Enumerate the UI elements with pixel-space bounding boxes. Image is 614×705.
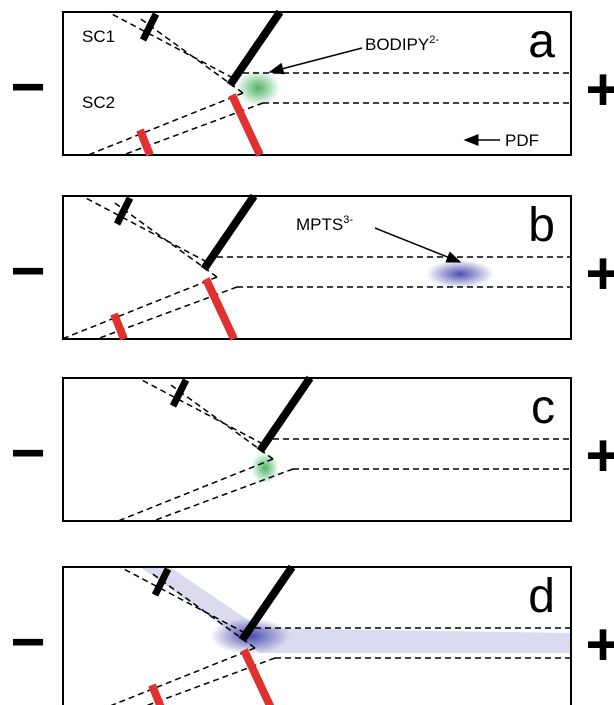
bodipy-label: BODIPY2- <box>365 34 439 54</box>
sc1-label: SC1 <box>82 27 115 46</box>
fluorescence <box>251 452 279 484</box>
panel-label: b <box>528 199 555 252</box>
panel-label: a <box>528 15 555 68</box>
positive-sign: + <box>585 240 614 307</box>
annotation-text: BODIPY <box>365 35 429 54</box>
annotation-superscript: 2- <box>429 34 439 46</box>
positive-sign: + <box>585 611 614 678</box>
negative-sign: − <box>10 53 45 120</box>
panel-label: c <box>531 381 555 434</box>
panel-label: d <box>528 570 555 623</box>
annotation-text: SC1 <box>82 27 115 46</box>
negative-sign: − <box>10 237 45 304</box>
figure: a − + b − + c − + d − + SC1 SC2 BODIPY2- PDF MPTS3- <box>0 0 614 705</box>
fluorescence <box>236 70 280 106</box>
annotation-superscript: 3- <box>343 214 353 226</box>
panel: c − + <box>10 378 614 521</box>
positive-sign: + <box>585 422 614 489</box>
panel-frame <box>63 378 571 521</box>
negative-sign: − <box>10 419 45 486</box>
pdf-label: PDF <box>505 131 539 150</box>
annotation-text: SC2 <box>82 93 115 112</box>
positive-sign: + <box>585 56 614 123</box>
sc2-label: SC2 <box>82 93 115 112</box>
negative-sign: − <box>10 608 45 675</box>
fluorescence <box>426 260 494 288</box>
annotation-text: MPTS <box>296 215 343 234</box>
annotation-text: PDF <box>505 131 539 150</box>
panel: d − + <box>10 567 614 705</box>
